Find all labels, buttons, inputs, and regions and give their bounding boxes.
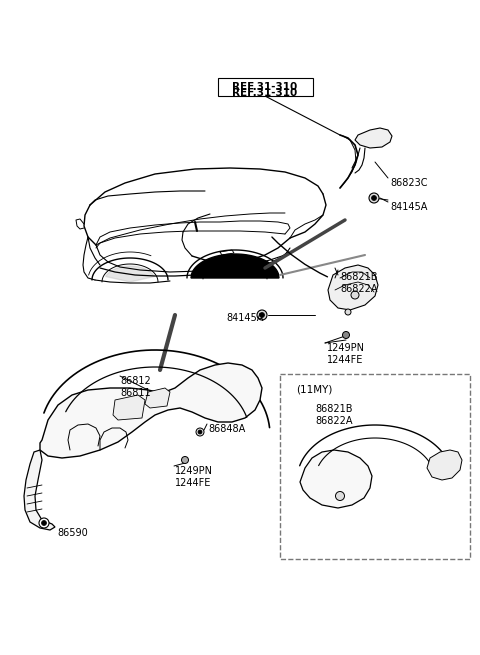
Circle shape — [39, 518, 49, 528]
Polygon shape — [113, 395, 145, 420]
Text: 86822A: 86822A — [340, 284, 377, 294]
Text: REF.31-310: REF.31-310 — [232, 82, 298, 92]
Circle shape — [336, 491, 345, 500]
Circle shape — [369, 193, 379, 203]
Text: (11MY): (11MY) — [296, 384, 332, 394]
Circle shape — [351, 291, 359, 299]
Bar — [218, 78, 313, 96]
Circle shape — [41, 521, 47, 525]
Polygon shape — [191, 254, 279, 278]
Text: 84145A: 84145A — [226, 313, 264, 323]
Polygon shape — [427, 450, 462, 480]
Text: REF.31-310: REF.31-310 — [232, 88, 298, 98]
Circle shape — [343, 331, 349, 339]
Text: 1244FE: 1244FE — [175, 478, 211, 488]
Circle shape — [260, 312, 264, 318]
Circle shape — [198, 430, 202, 434]
Polygon shape — [145, 388, 170, 408]
Circle shape — [196, 428, 204, 436]
Text: 86812: 86812 — [120, 376, 151, 386]
Text: 1244FE: 1244FE — [327, 355, 363, 365]
Circle shape — [257, 310, 267, 320]
Polygon shape — [300, 450, 372, 508]
Polygon shape — [106, 266, 155, 282]
Polygon shape — [355, 128, 392, 148]
Text: 86823C: 86823C — [390, 178, 428, 188]
Text: 86822A: 86822A — [315, 416, 352, 426]
Circle shape — [372, 195, 376, 200]
Text: 86590: 86590 — [57, 528, 88, 538]
Polygon shape — [328, 265, 378, 310]
Text: 86821B: 86821B — [315, 404, 352, 414]
Text: 1249PN: 1249PN — [327, 343, 365, 353]
Text: 84145A: 84145A — [390, 202, 427, 212]
Bar — [280, 374, 470, 559]
Polygon shape — [24, 450, 55, 530]
Circle shape — [181, 457, 189, 464]
Text: 86821B: 86821B — [340, 272, 377, 282]
Text: 86848A: 86848A — [208, 424, 245, 434]
Circle shape — [345, 309, 351, 315]
Text: 1249PN: 1249PN — [175, 466, 213, 476]
Text: 86811: 86811 — [120, 388, 151, 398]
Polygon shape — [40, 363, 262, 458]
